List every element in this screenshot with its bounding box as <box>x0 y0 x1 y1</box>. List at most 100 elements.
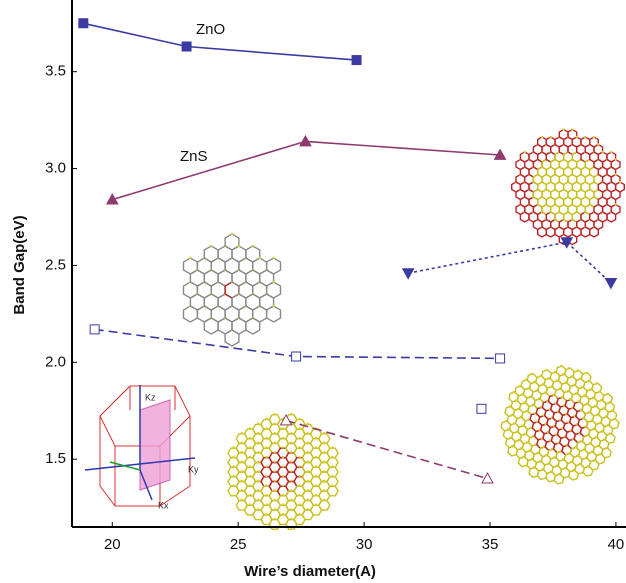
lattice-atom <box>282 465 284 467</box>
marker <box>352 56 361 65</box>
lattice-atom <box>323 480 325 482</box>
lattice-atom <box>307 461 309 463</box>
lattice-atom <box>593 136 595 138</box>
lattice-atom <box>315 475 317 477</box>
lattice-atom <box>232 484 234 486</box>
lattice-atom <box>257 441 259 443</box>
lattice-atom <box>274 441 276 443</box>
lattice-atom <box>290 432 292 434</box>
lattice-atom <box>257 508 259 510</box>
lattice-cell <box>319 501 330 511</box>
lattice-atom <box>571 128 573 130</box>
lattice-atom <box>249 484 251 486</box>
nanowire-inset <box>512 128 625 244</box>
lattice-atom <box>274 508 276 510</box>
y-tick-label: 3.5 <box>45 63 66 80</box>
lattice-atom <box>290 470 292 472</box>
lattice-atom <box>232 456 234 458</box>
series-line <box>286 420 488 478</box>
lattice-atom <box>274 518 276 520</box>
lattice-atom <box>307 451 309 453</box>
series-line <box>112 141 500 199</box>
lattice-atom <box>231 233 233 235</box>
lattice-cell <box>602 448 612 458</box>
lattice-atom <box>274 461 276 463</box>
lattice-atom <box>298 456 300 458</box>
lattice-atom <box>241 432 243 434</box>
x-tick-label: 20 <box>104 536 121 553</box>
lattice-atom <box>290 451 292 453</box>
lattice-atom <box>298 446 300 448</box>
inset-label: Ky <box>188 464 199 474</box>
lattice-atom <box>274 422 276 424</box>
lattice-atom <box>531 372 533 374</box>
lattice-cell <box>609 419 619 429</box>
marker <box>182 42 191 51</box>
lattice-atom <box>605 447 607 449</box>
lattice-atom <box>315 446 317 448</box>
lattice-atom <box>257 422 259 424</box>
nanowire-inset <box>184 233 281 346</box>
lattice-atom <box>249 437 251 439</box>
lattice-atom <box>282 503 284 505</box>
lattice-atom <box>257 480 259 482</box>
lattice-atom <box>323 489 325 491</box>
lattice-atom <box>609 432 611 434</box>
lattice-atom <box>272 257 274 259</box>
lattice-atom <box>315 465 317 467</box>
lattice-atom <box>315 484 317 486</box>
lattice-atom <box>298 513 300 515</box>
lattice-atom <box>274 499 276 501</box>
lattice-atom <box>282 494 284 496</box>
lattice-atom <box>614 158 616 160</box>
y-tick-label: 1.5 <box>45 450 66 467</box>
lattice-atom <box>282 513 284 515</box>
lattice-atom <box>584 136 586 138</box>
lattice-atom <box>274 432 276 434</box>
lattice-atom <box>549 136 551 138</box>
lattice-atom <box>331 475 333 477</box>
lattice-atom <box>315 437 317 439</box>
lattice-atom <box>596 382 598 384</box>
lattice-atom <box>257 432 259 434</box>
lattice-atom <box>323 499 325 501</box>
lattice-atom <box>257 489 259 491</box>
x-tick-label: 25 <box>230 536 247 553</box>
lattice-atom <box>252 245 254 247</box>
marker <box>605 278 616 288</box>
lattice-atom <box>560 365 562 367</box>
marker <box>292 352 301 361</box>
lattice-atom <box>298 465 300 467</box>
lattice-atom <box>241 470 243 472</box>
lattice-cell <box>267 258 281 274</box>
x-tick-label: 30 <box>356 536 373 553</box>
lattice-atom <box>290 413 292 415</box>
marker <box>496 354 505 363</box>
lattice-atom <box>257 499 259 501</box>
lattice-atom <box>614 203 616 205</box>
lattice-atom <box>562 128 564 130</box>
lattice-atom <box>541 136 543 138</box>
y-tick-label: 2.5 <box>45 256 66 273</box>
inset-label: Kz <box>145 392 156 402</box>
lattice-atom <box>575 136 577 138</box>
lattice-atom <box>568 367 570 369</box>
lattice-atom <box>307 480 309 482</box>
lattice-atom <box>232 475 234 477</box>
lattice-atom <box>272 281 274 283</box>
lattice-atom <box>282 456 284 458</box>
lattice-atom <box>249 456 251 458</box>
lattice-atom <box>619 181 621 183</box>
lattice-atom <box>249 503 251 505</box>
bz-edge <box>100 386 130 416</box>
lattice-atom <box>282 475 284 477</box>
lattice-atom <box>331 446 333 448</box>
lattice-atom <box>323 461 325 463</box>
lattice-atom <box>210 245 212 247</box>
lattice-atom <box>307 441 309 443</box>
lattice-atom <box>323 470 325 472</box>
lattice-atom <box>238 245 240 247</box>
x-axis-title: Wire’s diameter(A) <box>244 563 376 580</box>
lattice-atom <box>298 484 300 486</box>
series-line <box>408 242 611 283</box>
